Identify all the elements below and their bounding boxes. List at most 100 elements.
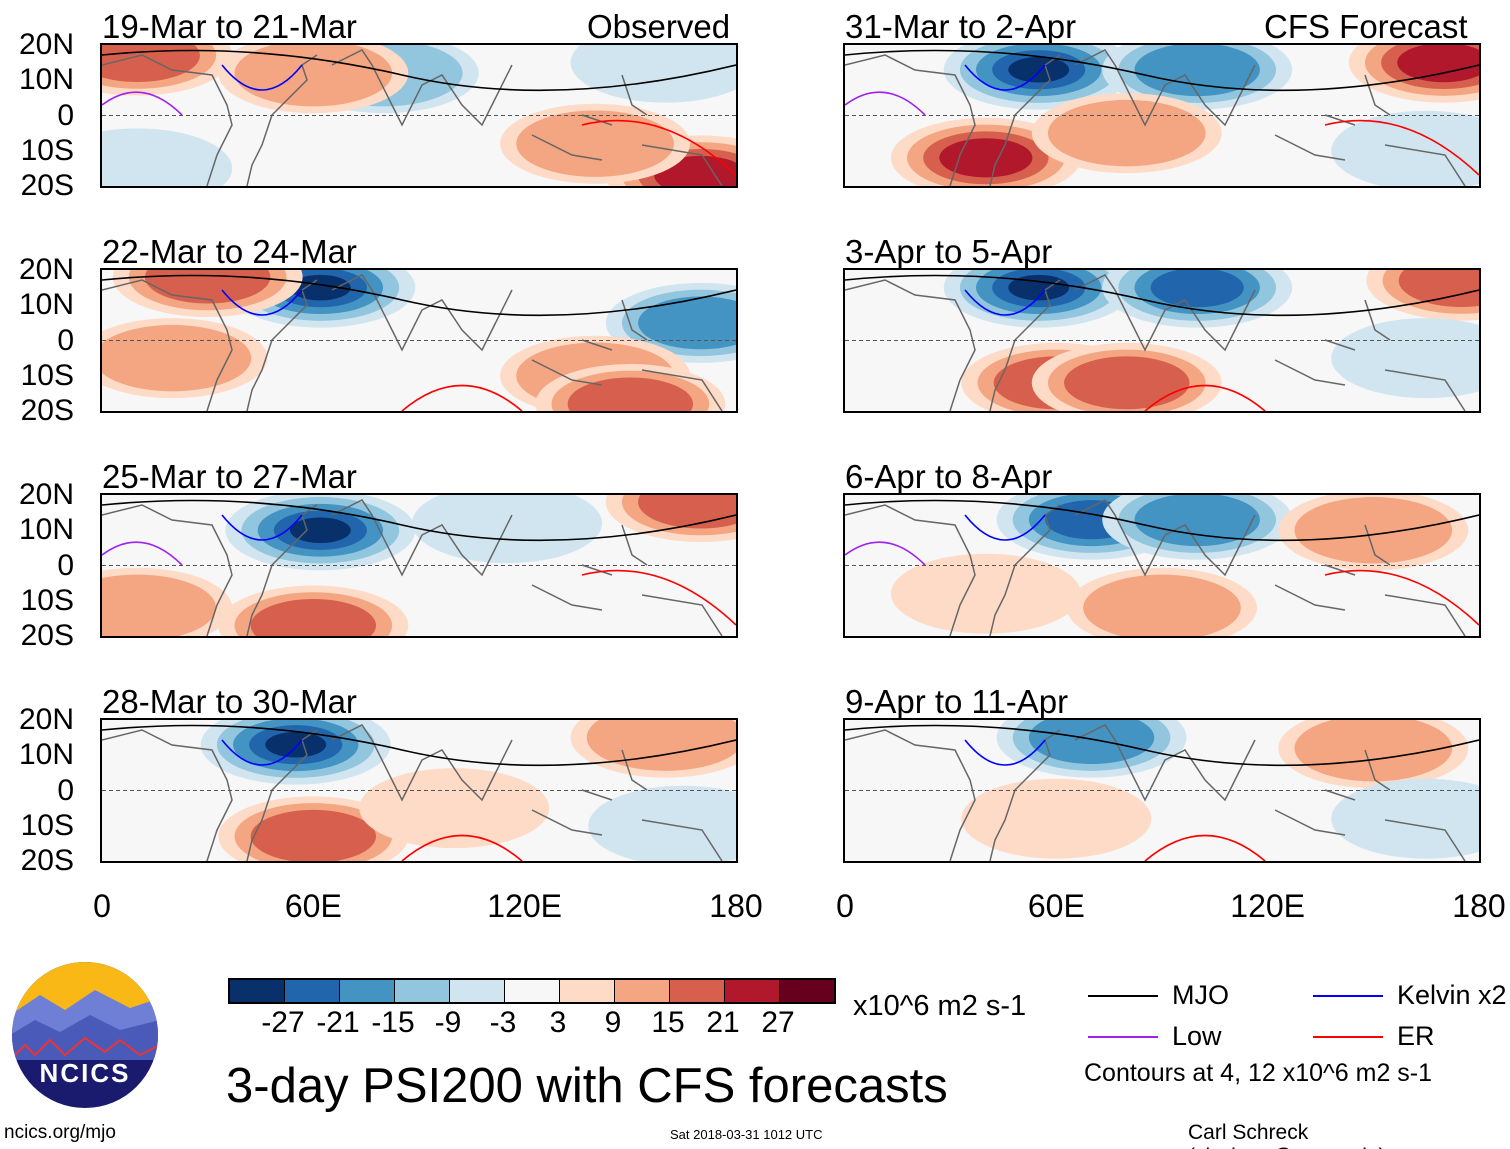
anomaly-contour: [1294, 497, 1453, 564]
lat-label: 10N: [18, 288, 74, 322]
panel-title: 6-Apr to 8-Apr: [845, 458, 1053, 495]
wave-contour: [221, 64, 303, 91]
legend-er: ER: [1313, 1021, 1435, 1052]
colorbar: -27 -21 -15 -9 -3 3 9 15 21 27: [228, 978, 836, 1039]
colorbar-swatch: [615, 980, 670, 1002]
coastline: [102, 499, 723, 636]
wave-contour: [102, 499, 736, 542]
colorbar-tick: -15: [371, 1006, 415, 1039]
panel-title: 19-Mar to 21-Mar: [102, 8, 357, 45]
map-panel: [100, 268, 738, 413]
lon-label: 120E: [1230, 888, 1306, 924]
colorbar-swatch: [285, 980, 340, 1002]
wave-contour: [845, 91, 926, 116]
lat-label: 20S: [20, 394, 74, 427]
anomaly-contour: [234, 45, 393, 107]
wave-contour: [964, 289, 1046, 316]
lat-label: 10S: [20, 808, 74, 842]
anomaly-contour: [265, 731, 327, 758]
wave-contour: [102, 724, 736, 767]
map-panel: [843, 718, 1481, 863]
colorbar-tick: 15: [651, 1006, 685, 1039]
lat-label: 10N: [18, 738, 74, 772]
lat-label: 20S: [20, 169, 74, 202]
anomaly-contour: [570, 45, 736, 103]
wave-contour: [1324, 569, 1479, 626]
lat-label: 10S: [20, 583, 74, 617]
lat-label: 0: [57, 323, 74, 357]
anomaly-contour: [102, 128, 233, 186]
anomaly-contour: [1064, 356, 1190, 410]
anomaly-contour: [1008, 56, 1070, 83]
lat-label: 20S: [20, 844, 74, 877]
map-panel: [100, 493, 738, 638]
coastline: [102, 724, 723, 861]
wave-contour: [102, 91, 183, 116]
colorbar-tick: 9: [604, 1006, 622, 1039]
colorbar-swatch: [670, 980, 725, 1002]
colorbar-swatch: [340, 980, 395, 1002]
panel-title: 22-Mar to 24-Mar: [102, 233, 357, 270]
observed-label: Observed: [587, 8, 731, 45]
anomaly-contour: [1083, 574, 1241, 636]
lon-label: 180: [1452, 888, 1506, 924]
map-panel: [843, 43, 1481, 188]
colorbar-swatch: [725, 980, 780, 1002]
anomaly-contour: [1134, 45, 1260, 97]
map-panel: [843, 268, 1481, 413]
lat-label: 0: [57, 98, 74, 132]
wave-contour: [102, 274, 736, 317]
colorbar-swatch: [560, 980, 615, 1002]
anomaly-contour: [1150, 270, 1244, 308]
panel-title: 28-Mar to 30-Mar: [102, 683, 357, 720]
wave-contour: [964, 739, 1046, 766]
lon-label: 60E: [284, 888, 342, 924]
lat-label: 20N: [18, 478, 74, 511]
anomaly-contour: [102, 574, 217, 636]
anomaly-contour: [939, 138, 1033, 178]
anomaly-contour: [250, 809, 377, 861]
lat-label: 10N: [18, 63, 74, 97]
wave-contour: [221, 514, 303, 541]
logo-text: NCICS: [40, 1058, 131, 1088]
anomaly-contour: [1134, 495, 1260, 547]
anomaly-contour: [1047, 99, 1206, 167]
map-panel: [100, 718, 738, 863]
panel-title: 9-Apr to 11-Apr: [845, 683, 1069, 720]
wave-contour: [221, 289, 303, 316]
colorbar-tick: 21: [706, 1006, 740, 1039]
wave-contour: [102, 541, 183, 566]
footer-author: Carl Schreck (cjschrec@ncsu.edu): [1188, 1121, 1386, 1149]
wave-contour: [964, 64, 1046, 91]
colorbar-tick: 3: [549, 1006, 567, 1039]
legend-kelvin: Kelvin x2: [1313, 980, 1507, 1011]
wave-contour: [1144, 384, 1266, 411]
colorbar-tick: -9: [434, 1006, 462, 1039]
footer-url[interactable]: ncics.org/mjo: [4, 1122, 116, 1143]
colorbar-swatch: [780, 980, 834, 1002]
coastline: [845, 49, 1466, 186]
wave-contour: [401, 384, 523, 411]
lat-label: 0: [57, 773, 74, 807]
legend-mjo: MJO: [1088, 980, 1229, 1011]
colorbar-tick: -21: [316, 1006, 360, 1039]
wave-contour: [1144, 834, 1266, 861]
anomaly-contour: [1331, 318, 1479, 399]
anomaly-contour: [289, 517, 351, 544]
coastline: [845, 274, 1466, 411]
lat-label: 20N: [18, 28, 74, 61]
anomaly-contour: [1331, 778, 1479, 859]
wave-contour: [221, 739, 303, 766]
coastline: [845, 499, 1466, 636]
anomaly-contour: [1398, 270, 1479, 307]
anomaly-contour: [250, 599, 377, 636]
colorbar-tick: -27: [261, 1006, 305, 1039]
panel-title: 25-Mar to 27-Mar: [102, 458, 357, 495]
map-panel: [100, 43, 738, 188]
footer-timestamp: Sat 2018-03-31 1012 UTC: [670, 1127, 823, 1142]
colorbar-swatch: [230, 980, 285, 1002]
wave-contour: [401, 834, 523, 861]
anomaly-contour: [1008, 274, 1070, 301]
wave-contour: [581, 119, 736, 176]
